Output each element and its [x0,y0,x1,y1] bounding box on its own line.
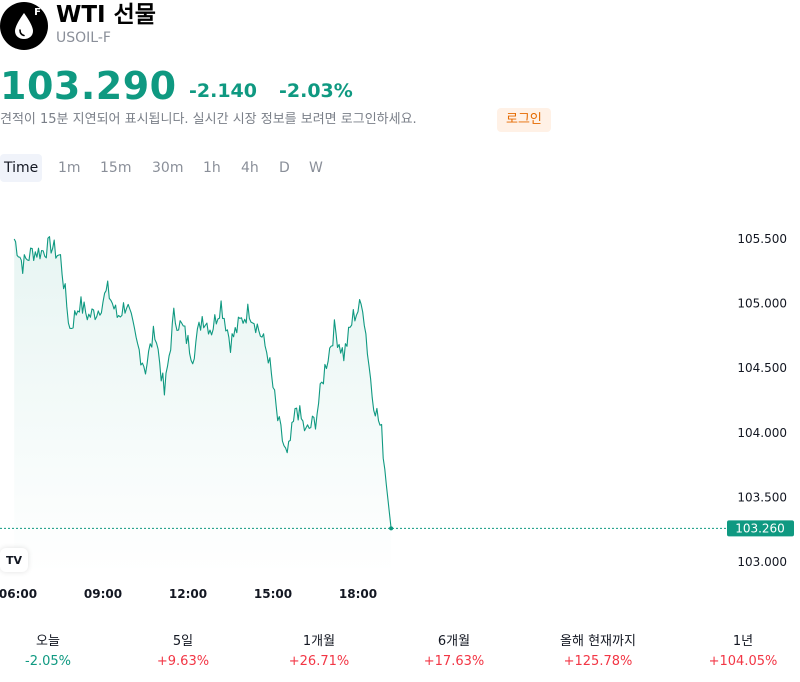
y-axis-tick-label: 104.500 [737,361,787,375]
performance-item-ytd[interactable]: 올해 현재까지 +125.78% [531,632,665,672]
performance-value: +17.63% [423,654,485,669]
performance-label: 6개월 [437,634,471,649]
performance-value: +104.05% [708,654,778,669]
price-chart[interactable]: 105.500 105.000 104.500 104.000 103.500 103.0… [0,190,800,610]
performance-row: 오늘 -2.05% 5일 +9.63% 1개월 +26.71% 6개월 +17.… [0,632,800,676]
symbol-logo: F [0,2,48,50]
tab-w[interactable]: W [309,160,323,176]
performance-item-5d[interactable]: 5일 +9.63% [116,632,250,672]
performance-label: 5일 [172,634,194,649]
performance-item-6m[interactable]: 6개월 +17.63% [387,632,521,672]
tab-15m[interactable]: 15m [100,160,132,176]
y-axis-tick-label: 103.500 [737,490,787,504]
last-price: 103.290 [0,64,177,108]
current-price-label-bg [727,520,794,537]
ticker-symbol: USOIL-F [56,30,111,46]
performance-label: 1개월 [302,634,336,649]
current-price-dot [389,526,394,531]
y-axis-tick-label: 103.000 [737,555,787,569]
x-axis-tick-label: 06:00 [0,587,37,601]
performance-item-1y[interactable]: 1년 +104.05% [676,632,800,672]
chart-price-line [13,236,392,529]
price-change-percent: -2.03% [279,80,353,102]
performance-label: 1년 [732,634,754,649]
futures-badge: F [34,7,41,18]
tab-time[interactable]: Time [0,154,43,182]
page-title: WTI 선물 [56,2,156,28]
tab-d[interactable]: D [279,160,290,176]
tab-30m[interactable]: 30m [152,160,184,176]
chart-area-fill [14,236,392,575]
timeframe-tabs: Time 1m 15m 30m 1h 4h D W [0,154,400,182]
symbol-header: F WTI 선물 USOIL-F [0,0,800,50]
performance-item-today[interactable]: 오늘 -2.05% [0,632,115,672]
performance-item-1m[interactable]: 1개월 +26.71% [252,632,386,672]
tab-1m[interactable]: 1m [58,160,81,176]
y-axis-tick-label: 105.500 [737,232,787,246]
oil-drop-icon [15,13,33,39]
price-change: -2.140 [189,80,257,102]
performance-value: +9.63% [156,654,210,669]
y-axis-tick-label: 104.000 [737,426,787,440]
login-button[interactable]: 로그인 [497,108,551,132]
price-chart-svg: 105.500 105.000 104.500 104.000 103.500 103.0… [0,232,794,601]
delay-notice: 견적이 15분 지연되어 표시됩니다. 실시간 시장 정보를 보려면 로그인하세… [0,112,417,127]
x-axis-tick-label: 09:00 [84,587,122,601]
performance-label: 올해 현재까지 [560,634,636,649]
tab-4h[interactable]: 4h [241,160,259,176]
x-axis-tick-label: 12:00 [169,587,207,601]
performance-value: +125.78% [563,654,633,669]
tab-1h[interactable]: 1h [203,160,221,176]
tradingview-logo[interactable]: TV [0,548,28,572]
y-axis-tick-label: 105.000 [737,296,787,310]
performance-value: +26.71% [288,654,350,669]
x-axis-tick-label: 18:00 [339,587,377,601]
x-axis-tick-label: 15:00 [254,587,292,601]
performance-value: -2.05% [25,654,71,669]
price-row: 103.290 -2.140 -2.03% [0,64,800,108]
performance-label: 오늘 [36,634,60,649]
current-price-label: 103.260 [735,521,785,535]
